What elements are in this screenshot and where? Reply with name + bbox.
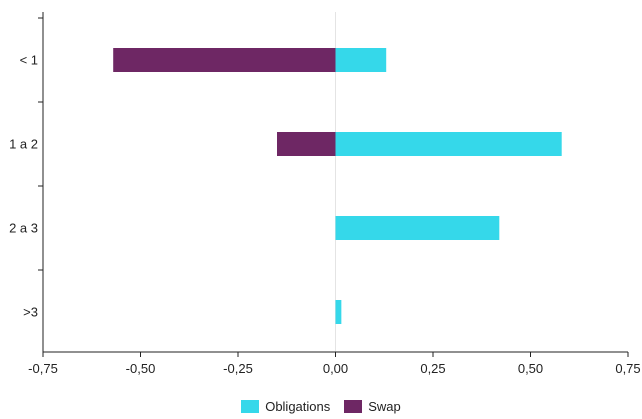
legend: Obligations Swap: [0, 396, 642, 416]
bar-obligations-0: [335, 48, 387, 72]
x-tick-label: 0,50: [518, 361, 543, 376]
x-tick-label: 0,25: [420, 361, 445, 376]
x-tick-label: -0,50: [126, 361, 156, 376]
legend-item-swap: Swap: [344, 399, 401, 414]
x-tick-label: -0,75: [28, 361, 58, 376]
bar-swap-0: [113, 48, 336, 72]
x-tick-label: 0,75: [615, 361, 640, 376]
bar-swap-1: [277, 132, 336, 156]
category-label: 2 a 3: [9, 221, 38, 236]
legend-label-obligations: Obligations: [265, 398, 331, 414]
category-label: 1 a 2: [9, 137, 38, 152]
legend-swatch-swap: [344, 399, 363, 413]
axes-layer: < 1 1 a 2 2 a 3 >3 -0,75 -0,50 -0,25 0,00 0,25 0,…: [9, 12, 641, 376]
x-tick-label: 0,00: [323, 361, 348, 376]
bars-layer: [113, 12, 562, 352]
legend-swatch-obligations: [241, 399, 260, 413]
category-label: < 1: [20, 53, 38, 68]
legend-item-obligations: Obligations: [241, 399, 330, 414]
category-label: >3: [23, 305, 38, 320]
bar-obligations-1: [335, 132, 562, 156]
legend-label-swap: Swap: [368, 398, 401, 414]
bar-obligations-3: [335, 300, 342, 324]
x-tick-label: -0,25: [223, 361, 253, 376]
bar-obligations-2: [335, 216, 500, 240]
